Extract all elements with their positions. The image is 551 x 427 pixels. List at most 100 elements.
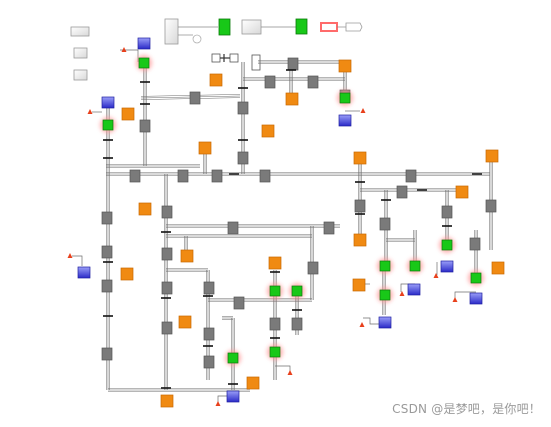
breaker-block[interactable] — [101, 245, 113, 259]
breaker-block[interactable] — [211, 169, 223, 183]
breaker-block[interactable] — [129, 169, 141, 183]
source-marker[interactable] — [87, 109, 93, 114]
breaker-block[interactable] — [287, 57, 299, 71]
signal-wire — [363, 317, 386, 325]
breaker-block[interactable] — [237, 101, 249, 115]
source-marker[interactable] — [121, 47, 127, 52]
breaker-block[interactable] — [379, 217, 391, 231]
generator-block[interactable] — [102, 119, 114, 131]
generator-block[interactable] — [339, 92, 351, 104]
breaker-block[interactable] — [203, 327, 215, 341]
source-marker[interactable] — [433, 273, 439, 278]
breaker-block[interactable] — [161, 321, 173, 335]
load-block[interactable] — [180, 249, 194, 263]
breaker-block[interactable] — [101, 211, 113, 225]
load-block[interactable] — [338, 59, 352, 73]
transformer-block[interactable] — [137, 37, 151, 50]
switch-block[interactable] — [229, 53, 239, 63]
source-marker[interactable] — [67, 253, 73, 258]
load-block[interactable] — [285, 92, 299, 106]
config-block[interactable] — [73, 69, 88, 81]
breaker-block[interactable] — [161, 247, 173, 261]
breaker-block[interactable] — [101, 279, 113, 293]
generator-block[interactable] — [269, 346, 281, 358]
generator-block[interactable] — [379, 289, 391, 301]
load-block[interactable] — [268, 256, 282, 270]
breaker-block[interactable] — [227, 221, 239, 235]
generator-block[interactable] — [409, 260, 421, 272]
load-block[interactable] — [491, 261, 505, 275]
measurement-block[interactable] — [164, 18, 179, 45]
breaker-block[interactable] — [396, 185, 408, 199]
load-block[interactable] — [120, 267, 134, 281]
generator-block[interactable] — [470, 272, 482, 284]
transformer-block[interactable] — [101, 96, 115, 109]
transformer-block[interactable] — [440, 260, 454, 273]
load-block[interactable] — [246, 376, 260, 390]
load-block[interactable] — [353, 151, 367, 165]
transformer-block[interactable] — [378, 316, 392, 329]
load-block[interactable] — [455, 185, 469, 199]
breaker-block[interactable] — [203, 281, 215, 295]
scope-green-block[interactable] — [295, 18, 308, 35]
transformer-block[interactable] — [226, 390, 240, 403]
generator-block[interactable] — [291, 285, 303, 297]
load-block[interactable] — [198, 141, 212, 155]
source-marker[interactable] — [359, 322, 365, 327]
transformer-block[interactable] — [407, 283, 421, 296]
transformer-block[interactable] — [469, 292, 483, 305]
goto-block[interactable] — [345, 22, 363, 32]
breaker-block[interactable] — [139, 119, 151, 133]
load-block[interactable] — [209, 73, 223, 87]
generator-block[interactable] — [441, 239, 453, 251]
breaker-block[interactable] — [269, 317, 281, 331]
breaker-block[interactable] — [233, 296, 245, 310]
switch-block[interactable] — [211, 53, 221, 63]
load-block[interactable] — [353, 233, 367, 247]
load-block[interactable] — [352, 278, 366, 292]
generator-block[interactable] — [379, 260, 391, 272]
config-block[interactable] — [73, 47, 88, 59]
breaker-block[interactable] — [307, 261, 319, 275]
measurement-block[interactable] — [241, 19, 262, 35]
load-block[interactable] — [485, 149, 499, 163]
breaker-block[interactable] — [189, 91, 201, 105]
generator-block[interactable] — [138, 57, 150, 69]
breaker-block[interactable] — [203, 355, 215, 369]
generator-block[interactable] — [227, 352, 239, 364]
signal-wire — [72, 255, 83, 266]
switch-block[interactable] — [251, 54, 261, 71]
breaker-block[interactable] — [291, 317, 303, 331]
breaker-block[interactable] — [354, 199, 366, 213]
source-marker[interactable] — [360, 108, 366, 113]
source-marker[interactable] — [215, 401, 221, 406]
breaker-block[interactable] — [161, 205, 173, 219]
source-marker[interactable] — [287, 370, 293, 375]
load-block[interactable] — [178, 315, 192, 329]
generator-block[interactable] — [269, 285, 281, 297]
signal-wire — [275, 365, 291, 373]
breaker-block[interactable] — [101, 347, 113, 361]
load-block[interactable] — [160, 394, 174, 408]
transformer-block[interactable] — [77, 266, 91, 279]
transformer-block[interactable] — [338, 114, 352, 127]
highlighted-block[interactable] — [320, 22, 338, 32]
breaker-block[interactable] — [177, 169, 189, 183]
load-block[interactable] — [138, 202, 152, 216]
breaker-block[interactable] — [259, 169, 271, 183]
config-block[interactable] — [70, 26, 90, 37]
breaker-block[interactable] — [469, 237, 481, 251]
source-marker[interactable] — [399, 291, 405, 296]
breaker-block[interactable] — [485, 199, 497, 213]
breaker-block[interactable] — [441, 205, 453, 219]
breaker-block[interactable] — [307, 75, 319, 89]
scope-green-block[interactable] — [218, 18, 231, 36]
breaker-block[interactable] — [264, 75, 276, 89]
breaker-block[interactable] — [161, 281, 173, 295]
source-marker[interactable] — [452, 297, 458, 302]
breaker-block[interactable] — [237, 151, 249, 165]
load-block[interactable] — [261, 124, 275, 138]
load-block[interactable] — [121, 107, 135, 121]
breaker-block[interactable] — [405, 169, 417, 183]
breaker-block[interactable] — [323, 221, 335, 235]
